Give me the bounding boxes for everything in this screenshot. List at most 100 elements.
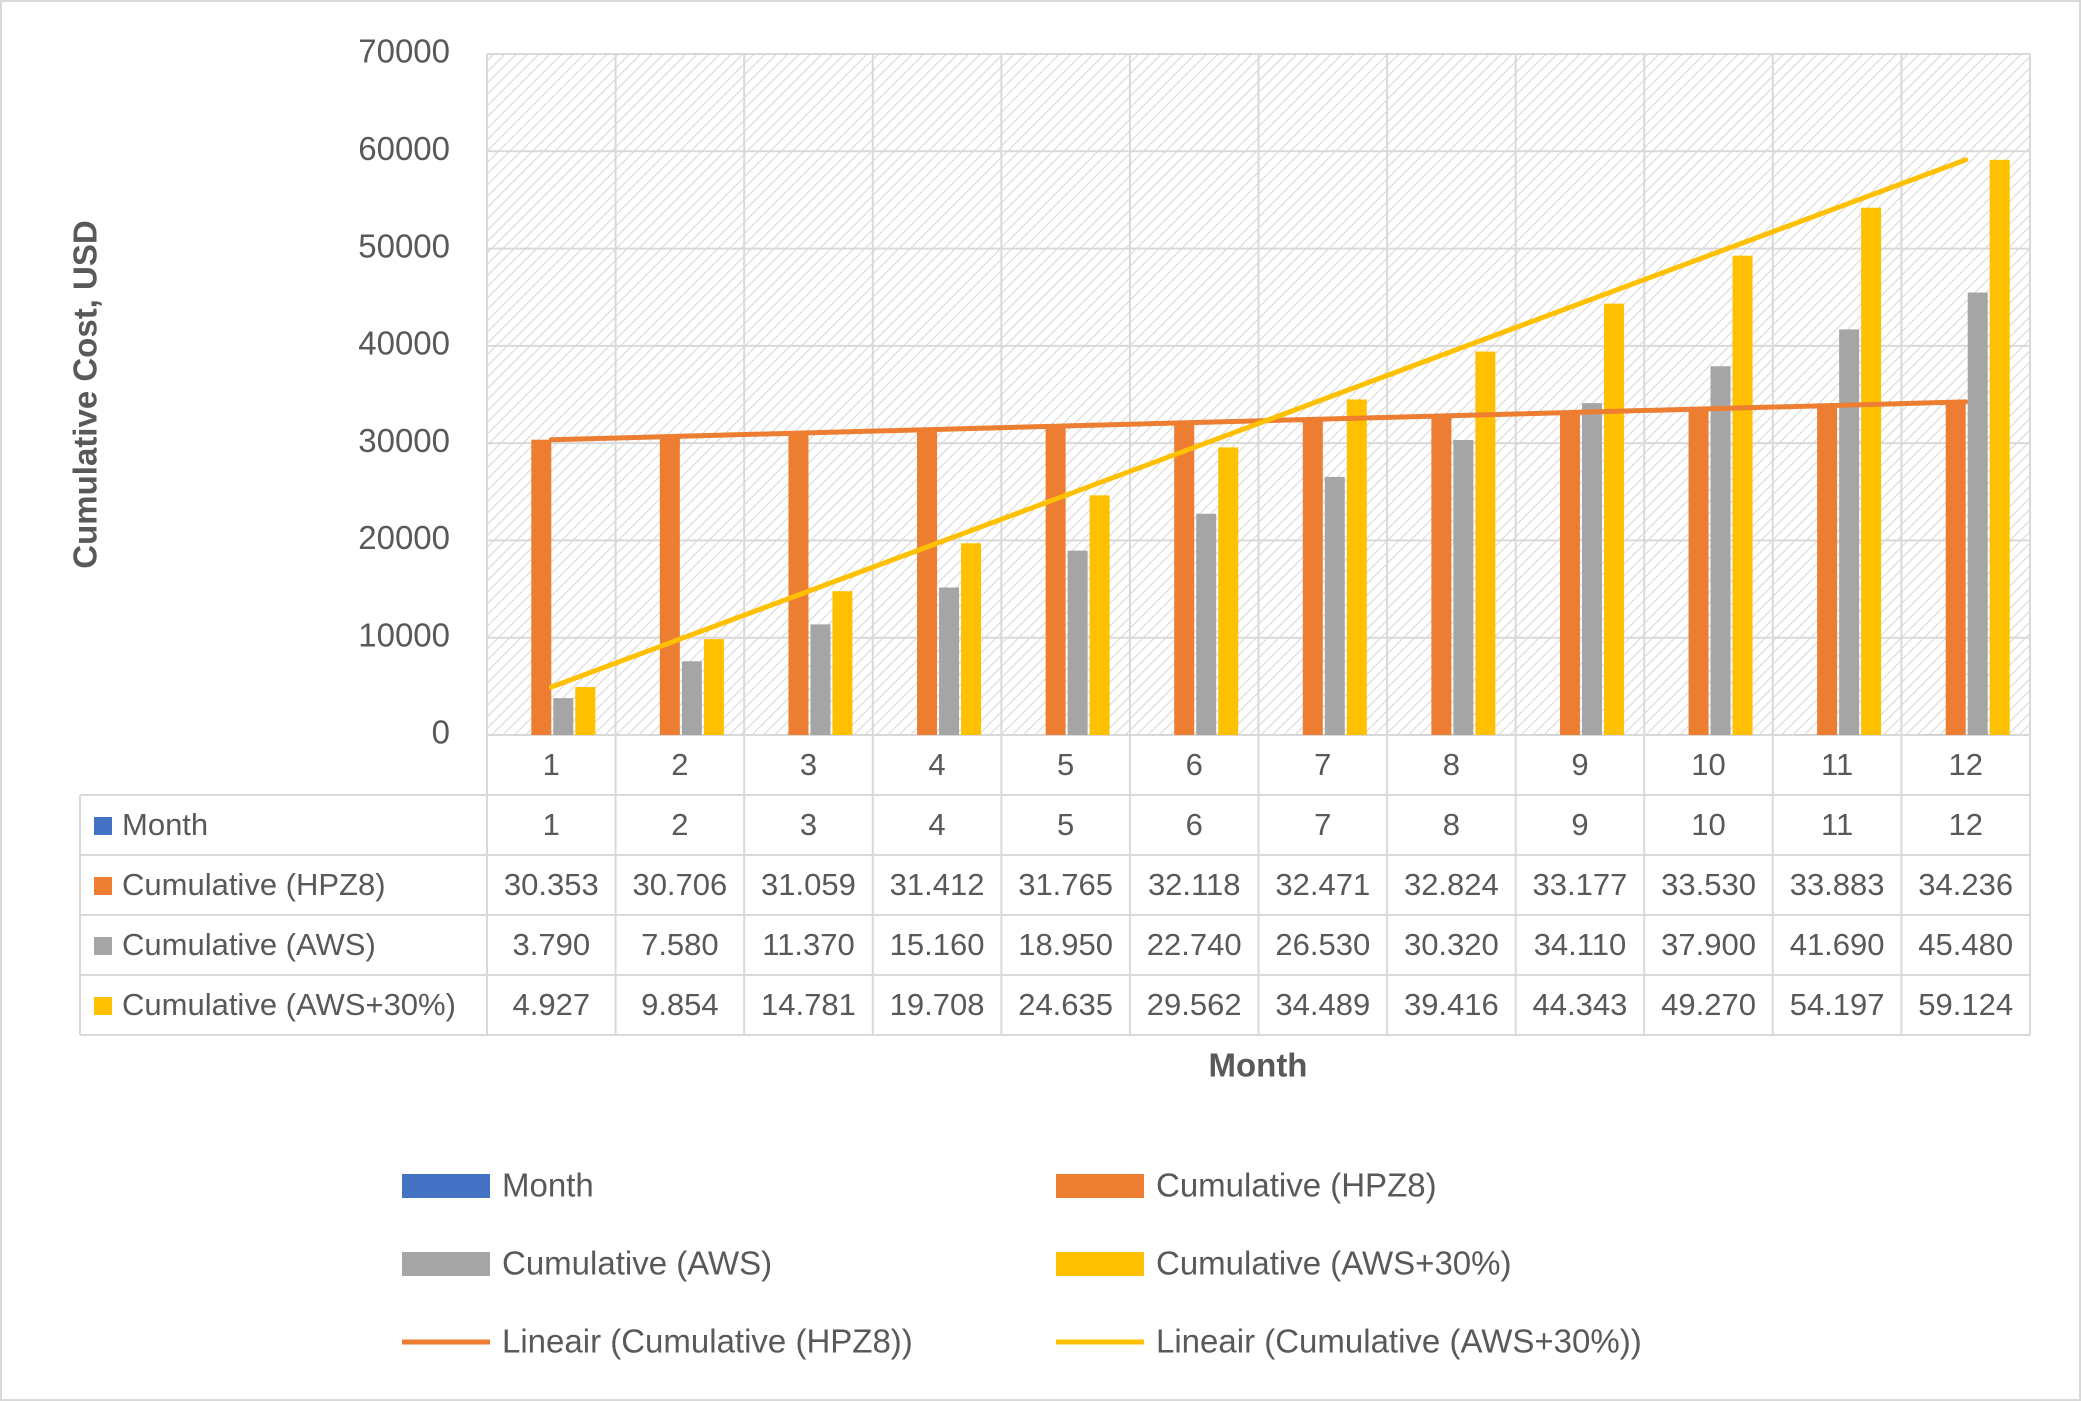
table-cell: 11.370 — [762, 927, 855, 962]
table-cell: 32.118 — [1148, 867, 1241, 902]
table-row-swatch — [94, 997, 112, 1015]
table-cell: 4.927 — [513, 987, 591, 1022]
table-cell: 31.412 — [890, 867, 985, 902]
table-cell: 9.854 — [641, 987, 719, 1022]
table-cell: 31.765 — [1018, 867, 1113, 902]
y-tick-label: 0 — [432, 714, 450, 751]
table-row-label: Cumulative (HPZ8) — [122, 867, 386, 902]
table-cell: 59.124 — [1918, 987, 2013, 1022]
table-cell: 1 — [543, 807, 560, 842]
table-cell: 29.562 — [1147, 987, 1242, 1022]
table-cell: 33.883 — [1790, 867, 1885, 902]
bar-layer — [509, 159, 2010, 736]
table-cell: 45.480 — [1918, 927, 2013, 962]
bar-cumulative-hpz8-5 — [1045, 425, 1066, 735]
table-cell: 33.530 — [1661, 867, 1756, 902]
table-cell: 32.824 — [1404, 867, 1499, 902]
table-cell: 4 — [928, 807, 945, 842]
y-tick-label: 40000 — [358, 325, 450, 362]
y-tick-label: 10000 — [358, 616, 450, 653]
table-cell: 7 — [1314, 807, 1331, 842]
x-tick-label: 2 — [671, 747, 688, 782]
bar-cumulative-hpz8-1 — [531, 439, 552, 735]
table-cell: 15.160 — [890, 927, 985, 962]
table-cell: 37.900 — [1661, 927, 1756, 962]
x-tick-label: 3 — [800, 747, 817, 782]
x-tick-label: 5 — [1057, 747, 1074, 782]
bar-cumulative-aws-5 — [1067, 550, 1088, 735]
y-tick-label: 60000 — [358, 130, 450, 167]
table-cell: 39.416 — [1404, 987, 1499, 1022]
legend-label: Cumulative (HPZ8) — [1156, 1167, 1437, 1204]
table-row-swatch — [94, 877, 112, 895]
legend-swatch — [1056, 1252, 1144, 1276]
table-cell: 6 — [1186, 807, 1203, 842]
table-cell: 33.177 — [1533, 867, 1628, 902]
table-cell: 54.197 — [1790, 987, 1885, 1022]
bar-cumulative-aws-3 — [810, 624, 831, 735]
legend-label: Cumulative (AWS+30%) — [1156, 1245, 1511, 1282]
table-cell: 19.708 — [890, 987, 985, 1022]
bar-cumulative-hpz8-8 — [1431, 415, 1452, 735]
table-cell: 44.343 — [1533, 987, 1628, 1022]
bar-cumulative-hpz8-10 — [1688, 408, 1709, 735]
table-cell: 5 — [1057, 807, 1074, 842]
table-cell: 30.706 — [632, 867, 727, 902]
table-cell: 24.635 — [1018, 987, 1113, 1022]
table-cell: 32.471 — [1275, 867, 1370, 902]
table-cell: 10 — [1691, 807, 1725, 842]
bar-cumulative-aws-30-6 — [1218, 447, 1239, 735]
table-cell: 30.353 — [504, 867, 599, 902]
legend-label: Cumulative (AWS) — [502, 1245, 772, 1282]
table-row-swatch — [94, 937, 112, 955]
bar-cumulative-aws-30-8 — [1475, 351, 1496, 735]
gridline-layer — [486, 53, 2031, 736]
trendline-cumulative-aws-30 — [548, 157, 1969, 690]
bar-cumulative-hpz8-3 — [788, 432, 809, 735]
bar-cumulative-aws-30-9 — [1603, 303, 1624, 735]
bar-cumulative-aws-11 — [1839, 329, 1860, 735]
bar-cumulative-aws-4 — [939, 587, 960, 735]
bar-cumulative-aws-6 — [1196, 513, 1217, 735]
legend-label: Lineair (Cumulative (HPZ8)) — [502, 1323, 913, 1360]
table-cell: 41.690 — [1790, 927, 1885, 962]
table-cell: 7.580 — [641, 927, 719, 962]
table-cell: 12 — [1948, 807, 1982, 842]
trendline-layer — [548, 157, 1969, 690]
x-tick-label: 9 — [1571, 747, 1588, 782]
table-row-label: Cumulative (AWS) — [122, 927, 376, 962]
bar-cumulative-hpz8-2 — [659, 436, 680, 735]
bar-cumulative-aws-8 — [1453, 440, 1474, 735]
bar-cumulative-aws-2 — [681, 661, 702, 735]
table-cell: 11 — [1821, 807, 1853, 842]
y-tick-label: 70000 — [358, 33, 450, 70]
bar-cumulative-aws-30-4 — [961, 543, 982, 735]
bar-cumulative-aws-30-12 — [1989, 159, 2010, 736]
x-tick-label: 10 — [1691, 747, 1725, 782]
table-row-label: Month — [122, 807, 208, 842]
table-cell: 49.270 — [1661, 987, 1756, 1022]
bar-cumulative-aws-30-7 — [1346, 399, 1367, 735]
table-cell: 18.950 — [1018, 927, 1113, 962]
x-axis-title: Month — [1209, 1047, 1308, 1084]
bar-cumulative-aws-7 — [1324, 476, 1345, 735]
legend-swatch — [1056, 1174, 1144, 1198]
bar-cumulative-aws-1 — [553, 698, 574, 735]
bar-cumulative-hpz8-7 — [1302, 419, 1323, 735]
table-cell: 3 — [800, 807, 817, 842]
x-tick-label: 6 — [1186, 747, 1203, 782]
bar-cumulative-aws-10 — [1710, 366, 1731, 735]
legend-swatch — [402, 1252, 490, 1276]
x-tick-label: 12 — [1948, 747, 1982, 782]
bar-cumulative-hpz8-4 — [917, 429, 938, 735]
legend-swatch — [402, 1174, 490, 1198]
bar-cumulative-hpz8-11 — [1817, 405, 1838, 735]
bar-cumulative-hpz8-9 — [1559, 412, 1580, 735]
x-tick-label: 1 — [543, 747, 560, 782]
table-cell: 30.320 — [1404, 927, 1499, 962]
table-cell: 22.740 — [1147, 927, 1242, 962]
bar-cumulative-aws-30-11 — [1861, 207, 1882, 736]
